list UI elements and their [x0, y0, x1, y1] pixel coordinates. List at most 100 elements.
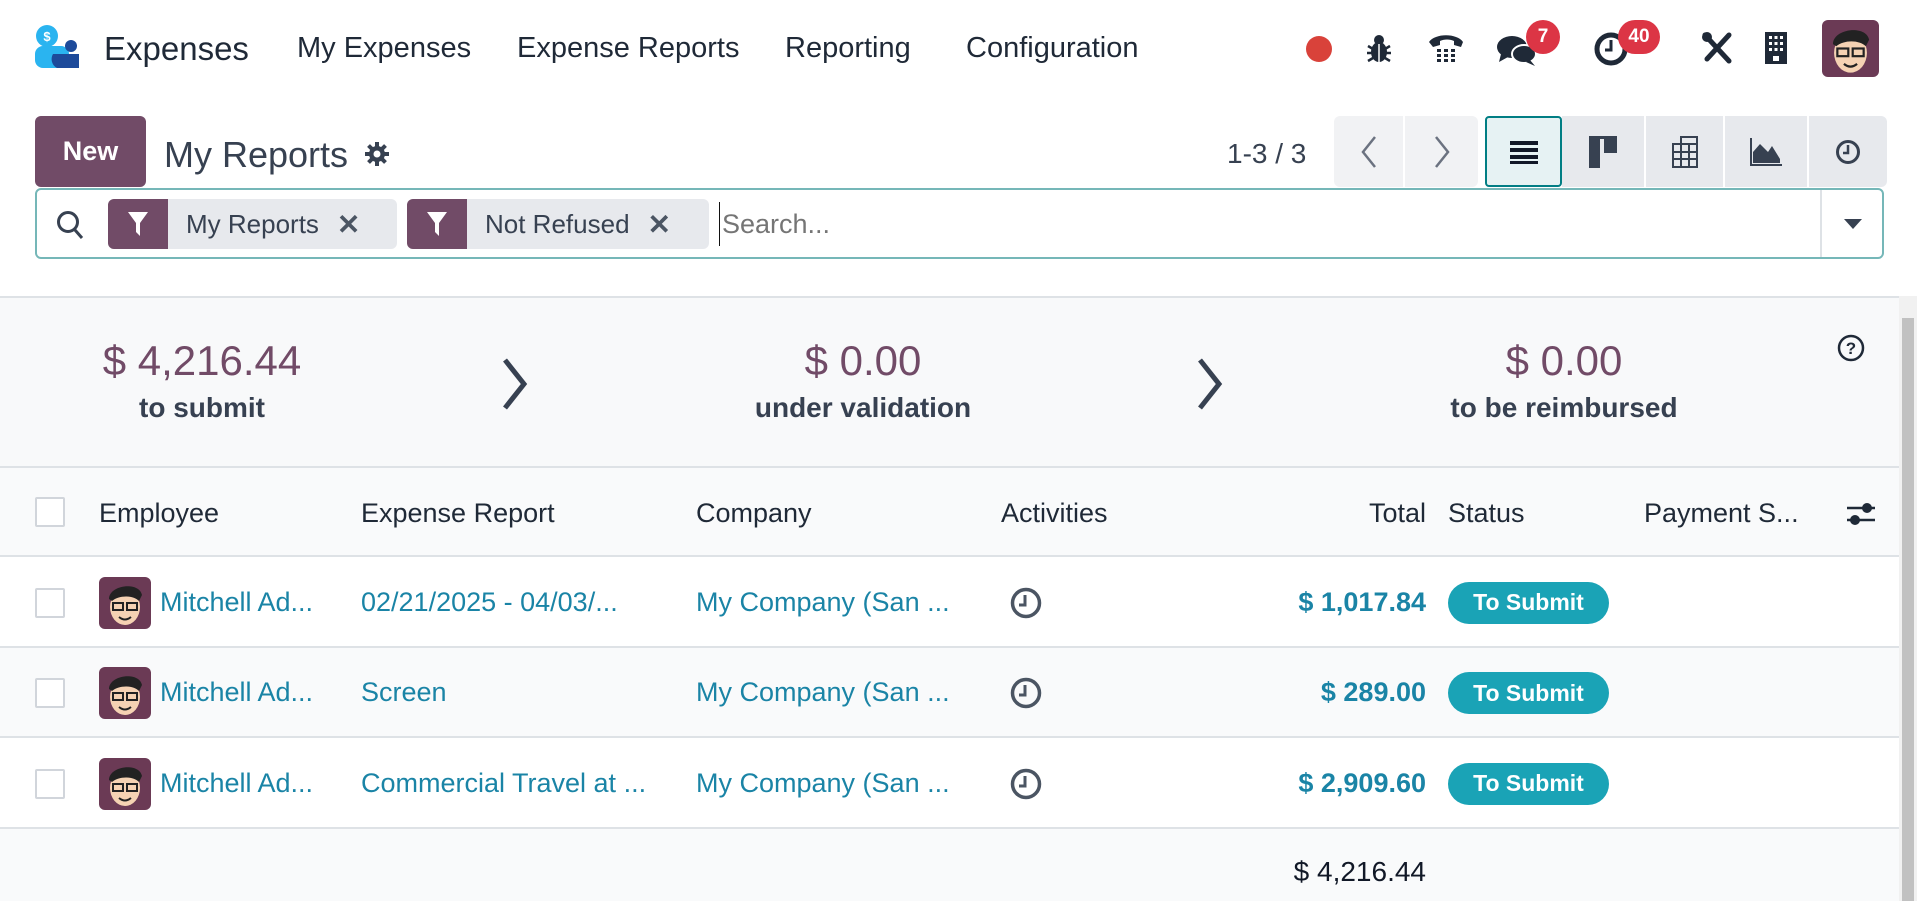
chat-icon[interactable] [1496, 32, 1538, 68]
view-activity-button[interactable] [1809, 116, 1887, 187]
total-cell: $ 1,017.84 [1298, 586, 1426, 617]
phone-icon[interactable] [1426, 30, 1466, 66]
view-pivot-button[interactable] [1646, 116, 1725, 187]
facet-not-refused: Not Refused ✕ [407, 199, 709, 249]
summary-amount: $ 0.00 [804, 337, 922, 384]
page-title: My Reports [164, 134, 349, 175]
search-icon[interactable] [55, 210, 85, 240]
row-checkbox[interactable] [35, 678, 65, 708]
chevron-right-icon [1195, 356, 1225, 412]
footer-total: $ 4,216.44 [1293, 856, 1426, 887]
expense-report-cell[interactable]: 02/21/2025 - 04/03/... [361, 586, 618, 617]
pager-previous-button[interactable] [1334, 116, 1405, 187]
employee-avatar [99, 667, 151, 719]
employee-cell[interactable]: Mitchell Ad... [160, 767, 314, 798]
caret-down-icon [1844, 218, 1862, 229]
view-kanban-button[interactable] [1562, 116, 1646, 187]
select-all-checkbox[interactable] [35, 497, 65, 527]
company-cell[interactable]: My Company (San ... [696, 677, 950, 707]
menu-my-expenses[interactable]: My Expenses [297, 32, 472, 64]
activity-clock-icon[interactable] [1008, 766, 1044, 802]
facet-label: My Reports [186, 208, 319, 239]
scrollbar[interactable] [1899, 296, 1917, 901]
status-badge: To Submit [1448, 581, 1609, 624]
status-badge: To Submit [1448, 762, 1609, 805]
expense-report-cell[interactable]: Commercial Travel at ... [361, 767, 647, 798]
column-payment-status[interactable]: Payment S... [1644, 498, 1799, 528]
tools-icon[interactable] [1700, 31, 1734, 65]
status-badge: To Submit [1448, 672, 1609, 714]
employee-cell[interactable]: Mitchell Ad... [160, 677, 314, 707]
company-cell[interactable]: My Company (San ... [696, 586, 950, 617]
employee-avatar [99, 576, 151, 629]
column-activities[interactable]: Activities [1001, 498, 1108, 528]
summary-to-submit[interactable]: $ 4,216.44 to submit [0, 338, 412, 424]
summary-amount: $ 4,216.44 [102, 337, 302, 384]
recording-dot-icon[interactable] [1306, 36, 1332, 62]
table-row[interactable]: Mitchell Ad... Screen My Company (San ..… [0, 648, 1899, 738]
column-total[interactable]: Total [1368, 498, 1426, 528]
summary-to-be-reimbursed[interactable]: $ 0.00 to be reimbursed [1354, 338, 1774, 424]
summary-label: under validation [754, 392, 972, 423]
total-cell: $ 289.00 [1320, 677, 1426, 707]
gear-icon[interactable] [363, 140, 391, 168]
bug-icon[interactable] [1364, 32, 1394, 66]
chevron-right-icon [1434, 135, 1450, 168]
column-company[interactable]: Company [696, 498, 812, 528]
row-checkbox[interactable] [35, 587, 65, 618]
employee-cell[interactable]: Mitchell Ad... [160, 586, 314, 617]
expense-summary: $ 4,216.44 to submit $ 0.00 under valida… [0, 296, 1899, 468]
total-cell: $ 2,909.60 [1298, 767, 1426, 798]
clock-icon [1836, 139, 1860, 164]
column-expense-report[interactable]: Expense Report [361, 498, 555, 528]
table-footer: $ 4,216.44 [0, 829, 1899, 901]
summary-label: to be reimbursed [1450, 392, 1678, 423]
search-input[interactable] [719, 202, 1809, 246]
menu-configuration[interactable]: Configuration [966, 32, 1139, 64]
chevron-right-icon [500, 356, 530, 412]
menu-expense-reports[interactable]: Expense Reports [517, 32, 740, 64]
filter-icon [108, 199, 168, 249]
kanban-icon [1589, 135, 1617, 168]
messages-count-badge: 7 [1526, 20, 1560, 54]
help-icon[interactable]: ? [1837, 334, 1865, 362]
table-row[interactable]: Mitchell Ad... 02/21/2025 - 04/03/... My… [0, 557, 1899, 648]
list-icon [1509, 140, 1538, 164]
pivot-icon [1671, 135, 1698, 168]
search-bar: My Reports ✕ Not Refused ✕ [35, 188, 1884, 259]
row-checkbox[interactable] [35, 768, 65, 799]
column-settings-icon[interactable] [1845, 498, 1877, 530]
user-avatar[interactable] [1822, 20, 1879, 77]
summary-under-validation[interactable]: $ 0.00 under validation [653, 338, 1073, 424]
expenses-app-logo[interactable]: $ [33, 24, 83, 72]
pager-next-button[interactable] [1405, 116, 1478, 187]
expense-report-cell[interactable]: Screen [361, 677, 447, 707]
summary-amount: $ 0.00 [1505, 337, 1623, 384]
table-row[interactable]: Mitchell Ad... Commercial Travel at ... … [0, 738, 1899, 829]
pager-value[interactable]: 1-3 / 3 [1227, 138, 1307, 169]
activities-count-badge: 40 [1618, 20, 1660, 54]
chevron-left-icon [1360, 135, 1376, 168]
remove-facet-icon[interactable]: ✕ [336, 208, 361, 240]
column-status[interactable]: Status [1448, 498, 1525, 528]
view-list-button[interactable] [1485, 116, 1562, 187]
remove-facet-icon[interactable]: ✕ [647, 208, 671, 240]
table-header [0, 468, 1899, 557]
activity-clock-icon[interactable] [1008, 675, 1044, 711]
facet-label: Not Refused [485, 208, 630, 239]
company-cell[interactable]: My Company (San ... [696, 767, 950, 798]
menu-reporting[interactable]: Reporting [785, 32, 911, 64]
building-icon[interactable] [1764, 31, 1788, 65]
search-options-toggle[interactable] [1820, 190, 1884, 257]
new-button[interactable]: New [35, 116, 146, 187]
view-graph-button[interactable] [1725, 116, 1809, 187]
area-chart-icon [1750, 137, 1782, 166]
summary-label: to submit [139, 392, 265, 423]
employee-avatar [99, 757, 151, 810]
app-name[interactable]: Expenses [104, 30, 249, 67]
column-employee[interactable]: Employee [99, 498, 220, 528]
facet-my-reports: My Reports ✕ [108, 199, 397, 249]
svg-text:?: ? [1846, 339, 1856, 358]
activity-clock-icon[interactable] [1008, 585, 1044, 621]
filter-icon [407, 199, 467, 249]
